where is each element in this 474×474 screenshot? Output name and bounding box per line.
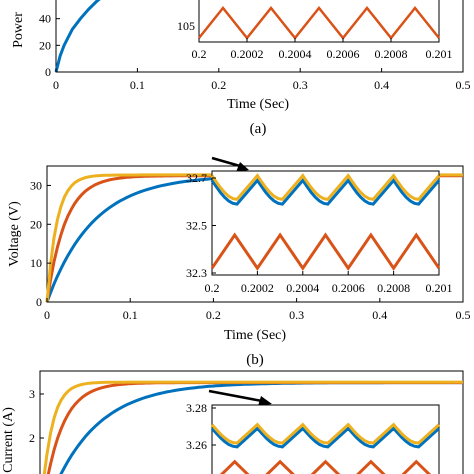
panel-a-x-tick-label: 0.5: [456, 78, 471, 92]
panel-a-inset-series-orange: [198, 5, 440, 41]
panel-a-inset-x-tick-label: 0.2: [192, 47, 207, 61]
panel-c-inset-y-ticks: 3.26 3.28: [186, 401, 216, 452]
panel-b-inset: 0.2 0.2002 0.2004 0.2006 0.2008 0.201 32.332.…: [186, 170, 453, 295]
panel-a-x-tick-label: 0.4: [374, 78, 389, 92]
panel-a-x-tick-label: 0: [53, 78, 59, 92]
panel-a-inset-x-tick-label: 0.2006: [327, 47, 360, 61]
panel-a-y-ticks: 0 20 40: [39, 12, 60, 79]
panel-a-x-tick-label: 0.3: [293, 78, 308, 92]
panel-b-inset-x-tick-label: 0.2008: [377, 281, 410, 295]
panel-a-inset: 0.2 0.2002 0.2004 0.2006 0.2008 0.201 105: [177, 0, 453, 61]
panel-a-plot: [54, 0, 101, 73]
panel-c-series-yellow: [42, 380, 463, 474]
panel-b-x-tick-label: 0.3: [289, 308, 304, 322]
panel-b-y-tick-label: 30: [30, 178, 42, 192]
panel-b-inset-y-tick-label: 32.7: [186, 171, 207, 185]
panel-b-x-tick-label: 0.4: [372, 308, 387, 322]
panel-c-plot: [42, 380, 463, 474]
panel-b-inset-series-blue: [210, 177, 441, 206]
panel-b-inset-x-tick-label: 0.2004: [286, 281, 319, 295]
panel-b-x-tick-label: 0.2: [206, 308, 221, 322]
panel-b-inset-y-ticks: 32.3 32.5 32.7: [186, 171, 216, 280]
panel-b-letter: (b): [246, 352, 264, 368]
panel-b-y-tick-label: 0: [36, 295, 42, 309]
panel-a-y-label: Power: [11, 12, 26, 48]
panel-c-y-tick-label: 2: [29, 431, 35, 445]
panel-b-zoom-arrow: [211, 156, 241, 168]
panel-c-y-label: Current (A): [1, 407, 16, 473]
panel-c-inset-series-orange: [219, 459, 432, 474]
panel-c-inset: 3.26 3.28: [186, 401, 441, 474]
panel-b-inset-x-tick-label: 0.2002: [241, 281, 274, 295]
panel-a-inset-plot: [198, 5, 440, 41]
panel-a-inset-x-tick-label: 0.2004: [279, 47, 312, 61]
panel-c-frame: [39, 370, 464, 474]
panel-b-y-ticks: 0 10 20 30: [30, 178, 51, 309]
panel-b-x-ticks: 0 0.1 0.2 0.3 0.4 0.5: [44, 298, 471, 322]
panel-b-inset-y-tick-label: 32.3: [186, 266, 207, 280]
panel-b: 0 0.1 0.2 0.3 0.4 0.5 0 10 20 30 Voltage (V) Tim…: [7, 156, 471, 368]
panel-a-inset-y-tick: 105: [177, 19, 195, 33]
panel-a-letter: (a): [250, 121, 267, 137]
panel-c-inset-series-yellow: [210, 422, 441, 445]
panel-c-inset-series-blue: [210, 426, 441, 449]
panel-a-inset-x-tick-label: 0.2008: [375, 47, 408, 61]
panel-b-x-label: Time (Sec): [224, 328, 286, 343]
panel-b-inset-plot: [210, 173, 441, 271]
panel-a-inset-x-tick-label: 0.2002: [231, 47, 264, 61]
panel-b-x-tick-label: 0.1: [123, 308, 138, 322]
panel-b-frame: [46, 165, 464, 303]
panel-c-inset-plot: [210, 422, 441, 474]
panel-c-y-ticks: 23: [29, 387, 44, 445]
panel-b-inset-y-tick-label: 32.5: [186, 219, 207, 233]
panel-a-frame: [55, 0, 464, 73]
panel-b-inset-series-orange: [210, 232, 441, 271]
panel-c-inset-y-tick-label: 3.26: [186, 438, 207, 452]
panel-a-inset-x-ticks: 0.2 0.2002 0.2004 0.2006 0.2008 0.201: [192, 38, 453, 61]
panel-c-zoom-arrow: [208, 389, 263, 403]
panel-a-y-tick-label: 40: [39, 12, 51, 26]
panel-c-inset-y-tick-label: 3.28: [186, 401, 207, 415]
panel-b-x-tick-label: 0.5: [456, 308, 471, 322]
panel-a-x-label: Time (Sec): [227, 97, 289, 112]
panel-b-y-tick-label: 10: [30, 256, 42, 270]
panel-a-inset-x-tick-label: 0.201: [426, 47, 453, 61]
panel-a-x-ticks: 0 0.1 0.2 0.3 0.4 0.5: [53, 68, 471, 92]
panel-b-arrow-head: [236, 162, 249, 172]
panel-a-x-tick-label: 0.2: [211, 78, 226, 92]
panel-b-y-label: Voltage (V): [7, 201, 22, 267]
panel-b-inset-series-yellow: [210, 173, 441, 202]
panel-b-inset-x-tick-label: 0.201: [426, 281, 453, 295]
panel-a-y-tick-label: 0: [45, 65, 51, 79]
panel-b-inset-x-ticks: 0.2 0.2002 0.2004 0.2006 0.2008 0.201: [205, 271, 453, 295]
panel-b-y-tick-label: 20: [30, 217, 42, 231]
panel-a-series-blue: [54, 0, 101, 73]
panel-c: 23 Current (A) 3.263.28: [1, 370, 464, 474]
panel-c-y-tick-label: 3: [29, 387, 35, 401]
panel-b-x-tick-label: 0: [44, 308, 50, 322]
panel-a-x-tick-label: 0.1: [130, 78, 145, 92]
panel-a-y-tick-label: 20: [39, 38, 51, 52]
panel-b-inset-x-tick-label: 0.2006: [332, 281, 365, 295]
panel-b-inset-x-tick-label: 0.2: [205, 281, 220, 295]
panel-c-arrow-head: [258, 396, 272, 406]
